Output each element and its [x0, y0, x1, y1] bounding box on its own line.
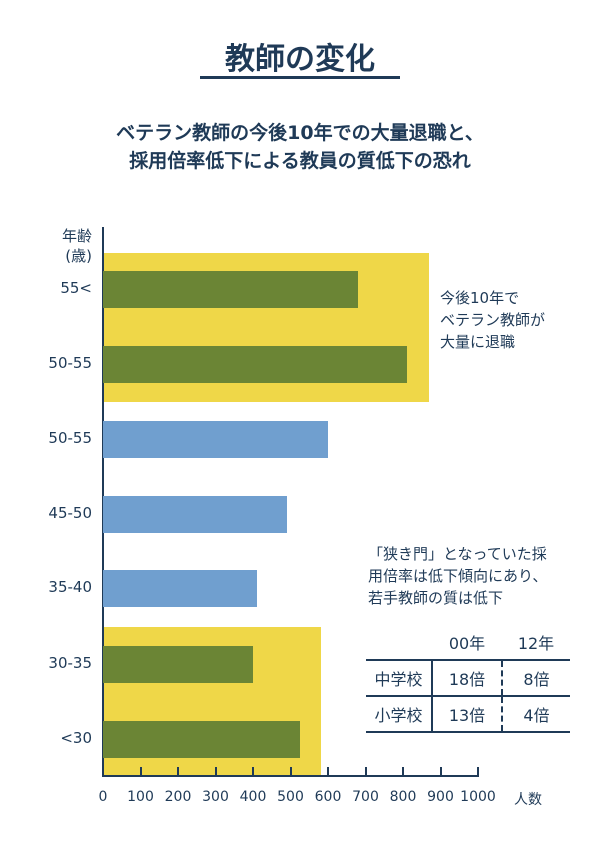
table-cell: 13倍	[432, 696, 503, 732]
x-axis-line	[102, 775, 479, 777]
bar-5	[103, 646, 253, 683]
bar-0	[103, 271, 358, 308]
table-row: 中学校 18倍 8倍	[366, 660, 570, 696]
x-tick-label: 300	[202, 789, 229, 805]
x-tick	[364, 767, 367, 776]
y-tick-label: 50-55	[48, 354, 92, 372]
x-tick	[327, 767, 329, 776]
note-line: 今後10年で	[440, 289, 520, 307]
note-line: 若手教師の質は低下	[368, 589, 504, 607]
x-tick	[214, 767, 217, 776]
x-tick-label: 700	[352, 789, 379, 805]
x-tick	[439, 767, 442, 776]
x-tick-label: 900	[427, 789, 454, 805]
x-tick-label: 100	[127, 789, 154, 805]
x-tick	[252, 767, 254, 776]
x-tick-label: 0	[98, 789, 108, 805]
table-header-row: 00年 12年	[366, 625, 570, 660]
bar-6	[103, 721, 300, 758]
x-tick-label: 500	[277, 789, 304, 805]
x-axis-label: 人数	[514, 792, 542, 808]
note-line: 大量に退職	[440, 333, 516, 351]
note-line: 「狭き門」となっていた採	[368, 545, 547, 563]
y-tick-label: 55<	[60, 279, 92, 297]
table-cell: 18倍	[432, 660, 503, 696]
x-tick-label: 400	[239, 789, 267, 805]
page-title: 教師の変化	[225, 42, 375, 77]
table-row: 小学校 13倍 4倍	[366, 696, 570, 732]
y-tick-label: 45-50	[48, 504, 92, 522]
y-tick-label: 30-35	[48, 654, 92, 672]
x-tick	[139, 767, 142, 776]
table-cell: 中学校	[366, 660, 433, 696]
x-tick	[477, 767, 479, 776]
note-line: 用倍率は低下傾向にあり、	[368, 567, 548, 585]
table-cell: 小学校	[366, 696, 433, 732]
x-tick-label: 800	[389, 789, 417, 805]
x-tick	[289, 767, 292, 776]
note-line: ベテラン教師が	[440, 311, 546, 329]
retirement-note: 今後10年で ベテラン教師が 大量に退職	[440, 287, 545, 353]
y-tick-label: <30	[60, 729, 92, 747]
hiring-note: 「狭き門」となっていた採 用倍率は低下傾向にあり、 若手教師の質は低下	[368, 543, 547, 609]
bar-2	[103, 421, 328, 458]
bar-4	[103, 570, 257, 607]
bar-1	[103, 346, 407, 383]
x-tick	[177, 767, 179, 776]
y-tick-label: 35-40	[48, 578, 92, 596]
table-header: 00年	[448, 634, 486, 653]
title-underline	[200, 76, 400, 79]
x-tick	[402, 767, 404, 776]
y-axis-label-line-1: 年齢	[61, 227, 92, 245]
x-tick-label: 200	[164, 789, 192, 805]
hiring-ratio-table: 00年 12年 中学校 18倍 8倍 小学校 13倍 4倍	[366, 625, 570, 733]
y-tick-label: 50-55	[48, 429, 92, 447]
table-cell: 4倍	[523, 706, 550, 725]
x-tick-label: 1000	[460, 789, 496, 805]
subtitle-line-2: 採用倍率低下による教員の質低下の恐れ	[129, 150, 471, 172]
y-axis-label-line-2: (歳)	[65, 247, 92, 265]
y-axis-label: 年齢 (歳)	[62, 226, 92, 266]
x-tick-label: 600	[314, 789, 342, 805]
subtitle-line-1: ベテラン教師の今後10年での大量退職と、	[116, 122, 484, 144]
table-cell: 8倍	[523, 670, 550, 689]
bar-3	[103, 496, 287, 533]
table-header: 12年	[517, 634, 555, 653]
